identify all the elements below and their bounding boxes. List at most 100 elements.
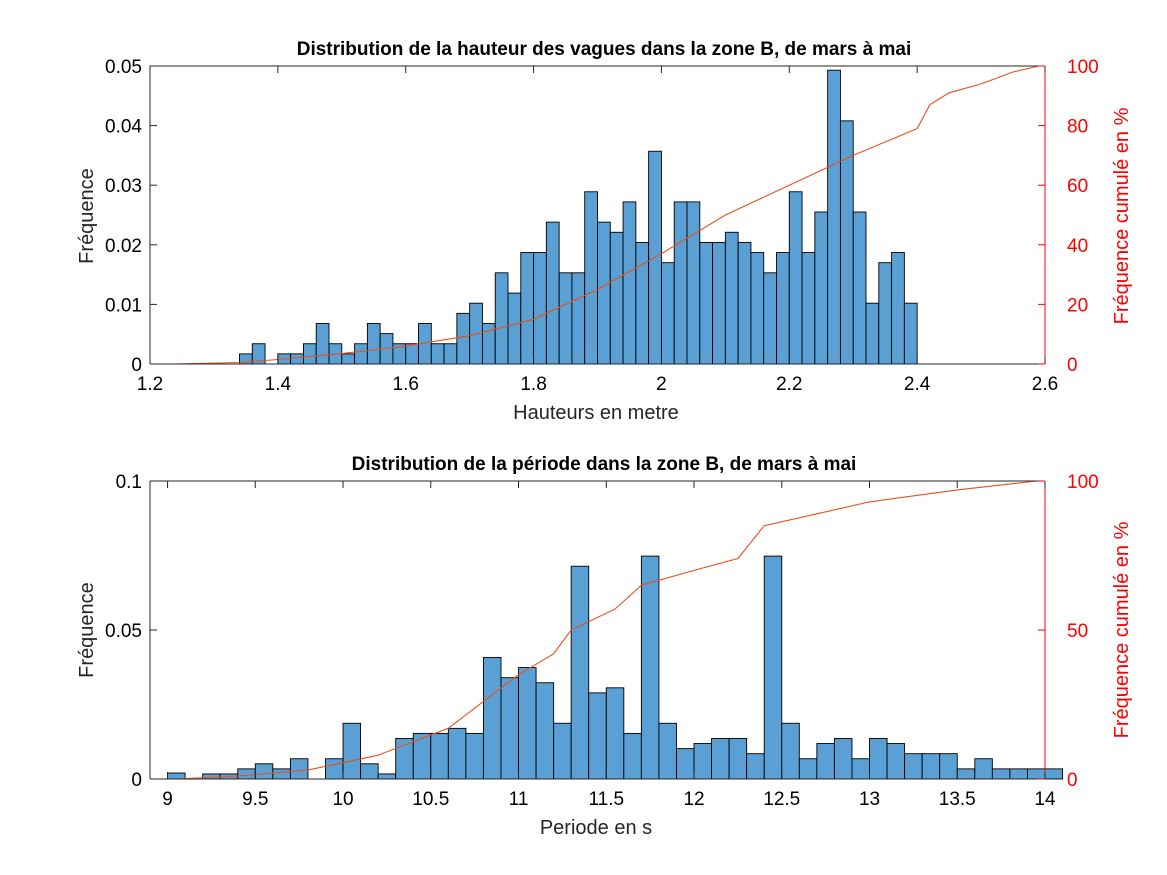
histogram-bar: [991, 768, 1011, 780]
histogram-bar: [354, 343, 368, 365]
histogram-bar: [377, 773, 397, 780]
histogram-bar: [816, 743, 835, 780]
chart-title: Distribution de la période dans la zone …: [352, 454, 857, 475]
tick-labels: 9 9.5 10 10.5 11 11.5 12 12.5 13 13.5 14 0 0.05 0.1 0 5…: [105, 472, 1099, 810]
x-tick-label: 2.2: [776, 374, 802, 395]
histogram-bar: [456, 312, 471, 365]
histogram-bar: [430, 732, 449, 780]
histogram-bar: [1044, 768, 1063, 780]
histogram-bar: [833, 738, 853, 780]
y-tick-label: 0.03: [105, 176, 142, 197]
y-axis-right-label: Fréquence cumulé en %: [1111, 521, 1133, 738]
histogram-bar: [839, 120, 854, 365]
x-tick-label: 2: [656, 374, 667, 395]
histogram-bar: [545, 221, 560, 365]
histogram-bar: [342, 722, 362, 780]
histogram-bar: [588, 692, 607, 780]
y-axis-label: Fréquence: [76, 582, 98, 678]
histogram-bar: [746, 753, 765, 780]
histogram-bar: [290, 353, 304, 365]
histogram-bar: [405, 343, 419, 365]
histogram-bar: [533, 252, 547, 365]
x-tick-label: 1.6: [393, 374, 419, 395]
histogram-bar: [272, 768, 291, 780]
x-tick-label: 2.4: [904, 374, 931, 395]
histogram-bar: [584, 191, 598, 365]
histogram-bar: [237, 768, 256, 780]
histogram-bar: [507, 292, 522, 365]
histogram-bar: [341, 353, 356, 365]
x-axis-label: Hauteurs en metre: [513, 402, 679, 424]
y-tick-label: 0.02: [105, 236, 142, 257]
histogram-bars: [167, 555, 1063, 780]
histogram-bar: [447, 727, 467, 780]
histogram-bar: [315, 323, 330, 365]
histogram-bar: [623, 732, 642, 780]
histogram-bar: [686, 201, 701, 365]
x-tick-label: 13.5: [939, 789, 976, 810]
histogram-bar: [622, 201, 637, 365]
y-right-tick-label: 100: [1067, 57, 1099, 78]
y-tick-label: 0.01: [105, 295, 142, 316]
y-tick-label: 0.1: [116, 472, 142, 493]
histogram-bar: [798, 758, 818, 780]
histogram-bar: [535, 682, 555, 780]
histogram-bar: [878, 262, 893, 365]
histogram-bar: [167, 772, 186, 780]
cumulative-line: [176, 480, 1037, 780]
histogram-bar: [673, 201, 688, 365]
histogram-bar: [570, 565, 590, 780]
histogram-bar: [776, 252, 790, 365]
y-right-tick-label: 60: [1067, 176, 1088, 197]
histogram-bar: [430, 343, 445, 365]
histogram-bar: [712, 241, 726, 365]
x-tick-label: 10: [332, 789, 353, 810]
x-tick-label: 14: [1034, 789, 1056, 810]
histogram-bar: [750, 252, 765, 365]
histogram-bar: [635, 241, 650, 365]
histogram-bar: [865, 302, 880, 365]
histogram-bar: [939, 753, 958, 780]
histogram-bar: [366, 323, 381, 365]
histogram-bar: [763, 555, 783, 780]
x-tick-label: 12.5: [763, 789, 800, 810]
histogram-bars: [239, 69, 918, 365]
histogram-bar: [1027, 768, 1046, 780]
histogram-bar: [640, 555, 660, 780]
histogram-bar: [571, 272, 586, 365]
histogram-bar: [254, 763, 274, 780]
histogram-bar: [518, 667, 537, 780]
histogram-bar: [763, 272, 777, 365]
histogram-bar: [609, 231, 624, 365]
y-tick-label: 0.05: [105, 57, 142, 78]
histogram-bar: [465, 732, 484, 780]
x-tick-label: 12: [683, 789, 704, 810]
x-tick-label: 1.8: [520, 374, 546, 395]
y-right-tick-label: 0: [1067, 770, 1078, 791]
histogram-bar: [814, 211, 829, 365]
histogram-bar: [891, 252, 905, 365]
x-tick-label: 13: [859, 789, 880, 810]
histogram-bar: [801, 252, 816, 365]
histogram-bar: [482, 656, 502, 780]
histogram-bar: [869, 738, 888, 780]
chart-title: Distribution de la hauteur des vagues da…: [297, 39, 912, 60]
y-axis-label: Fréquence: [76, 168, 98, 264]
histogram-bar: [500, 677, 519, 780]
x-tick-label: 1.4: [265, 374, 292, 395]
axes: [149, 65, 1046, 365]
histogram-bar: [699, 241, 714, 365]
histogram-bar: [302, 343, 317, 365]
cumulative-frequency-line: [175, 65, 1039, 365]
x-tick-label: 9.5: [242, 789, 268, 810]
histogram-bar: [737, 241, 752, 365]
histogram-bar: [443, 343, 458, 365]
period-distribution-chart: Distribution de la période dans la zone …: [76, 454, 1133, 839]
histogram-bar: [781, 722, 800, 780]
histogram-bar: [520, 252, 535, 365]
histogram-bar: [886, 743, 906, 780]
histogram-bar: [494, 272, 509, 365]
y-right-tick-label: 0: [1067, 355, 1078, 376]
histogram-bar: [827, 69, 841, 365]
histogram-bar: [676, 748, 695, 780]
